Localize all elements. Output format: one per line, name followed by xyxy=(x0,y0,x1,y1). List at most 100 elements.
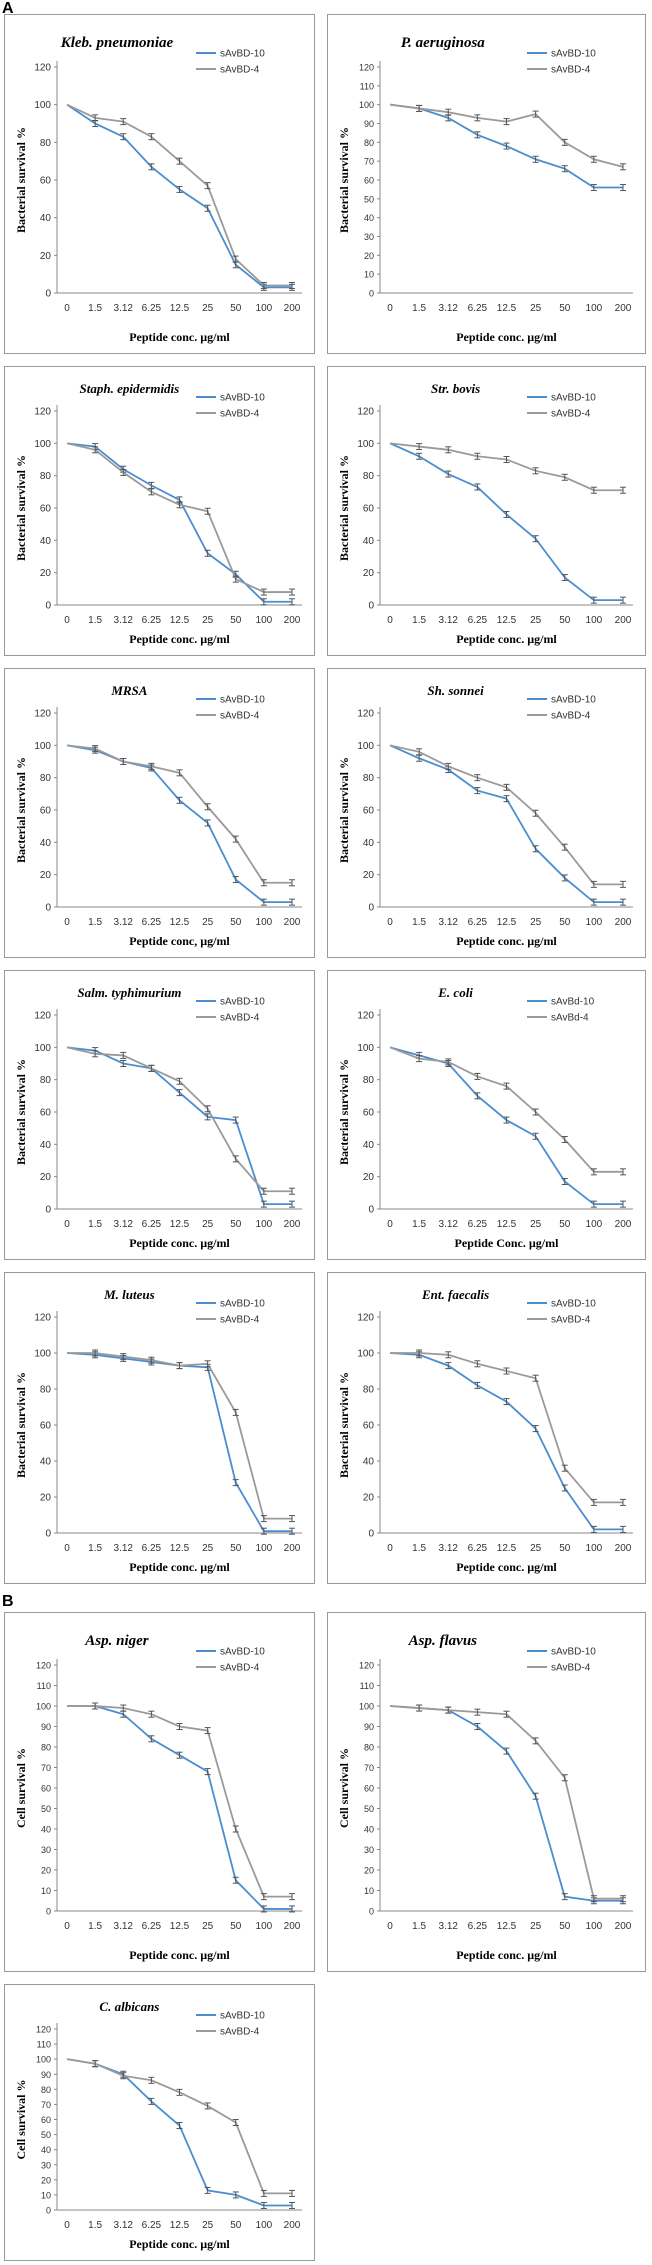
y-tick-label: 60 xyxy=(363,806,375,817)
y-tick-label: 100 xyxy=(34,439,51,450)
y-tick-label: 0 xyxy=(368,903,374,914)
y-tick-label: 60 xyxy=(363,1108,375,1119)
y-tick-label: 20 xyxy=(364,1866,374,1876)
x-tick-label: 6.25 xyxy=(468,1921,488,1932)
legend-label: sAvBD-4 xyxy=(220,1315,260,1326)
y-tick-label: 100 xyxy=(357,1349,374,1360)
series-line xyxy=(66,2058,292,2207)
x-tick-label: 100 xyxy=(586,303,603,314)
y-tick-label: 120 xyxy=(34,1011,51,1022)
chart-panel: Salm. typhimurium 0 20 40 60 80 100 120 0 1.5 3.12… xyxy=(4,970,315,1260)
chart-svg: Salm. typhimurium 0 20 40 60 80 100 120 0 1.5 3.12… xyxy=(14,985,302,1250)
y-tick-label: 120 xyxy=(34,1313,51,1324)
x-tick-label: 1.5 xyxy=(412,1219,426,1230)
x-tick-label: 1.5 xyxy=(412,615,426,626)
series-line xyxy=(66,103,292,287)
legend-label: sAvBd-10 xyxy=(551,997,595,1008)
y-tick-label: 40 xyxy=(363,838,375,849)
y-tick-label: 40 xyxy=(364,1825,374,1835)
x-tick-label: 6.25 xyxy=(142,1921,162,1932)
x-tick-label: 3.12 xyxy=(114,1921,134,1932)
x-tick-label: 0 xyxy=(387,1921,393,1932)
x-tick-label: 100 xyxy=(586,615,603,626)
x-tick-label: 200 xyxy=(284,1921,301,1932)
x-tick-label: 3.12 xyxy=(114,303,134,314)
x-tick-label: 0 xyxy=(387,615,393,626)
x-tick-label: 200 xyxy=(284,1543,301,1554)
x-axis-label: Peptide conc. µg/ml xyxy=(456,934,557,948)
y-tick-label: 80 xyxy=(41,2085,51,2095)
chart-title: E. coli xyxy=(437,985,473,1000)
x-tick-label: 1.5 xyxy=(412,1921,426,1932)
x-tick-label: 50 xyxy=(230,303,242,314)
x-tick-label: 1.5 xyxy=(88,1219,102,1230)
y-tick-label: 100 xyxy=(34,100,51,111)
x-tick-label: 25 xyxy=(202,1921,214,1932)
x-tick-label: 12.5 xyxy=(170,917,190,928)
x-tick-label: 0 xyxy=(387,1543,393,1554)
x-tick-label: 0 xyxy=(64,1543,70,1554)
legend-label: sAvBD-4 xyxy=(220,65,260,76)
y-tick-label: 90 xyxy=(364,1722,374,1732)
y-tick-label: 120 xyxy=(34,63,51,74)
x-tick-label: 200 xyxy=(284,303,301,314)
x-tick-label: 50 xyxy=(559,615,571,626)
chart-panel: Str. bovis 0 20 40 60 80 100 120 0 1.5 3.12 6.25 12.… xyxy=(327,366,646,656)
series-line xyxy=(389,744,623,904)
y-tick-label: 20 xyxy=(363,870,375,881)
x-tick-label: 12.5 xyxy=(497,303,517,314)
y-tick-label: 50 xyxy=(41,1804,51,1814)
x-tick-label: 0 xyxy=(64,615,70,626)
y-tick-label: 120 xyxy=(34,407,51,418)
series-line xyxy=(66,744,292,884)
y-tick-label: 30 xyxy=(364,1845,374,1855)
y-tick-label: 10 xyxy=(364,1886,374,1896)
y-tick-label: 100 xyxy=(36,1702,51,1712)
series-line xyxy=(66,1046,292,1206)
y-tick-label: 120 xyxy=(357,407,374,418)
x-tick-label: 50 xyxy=(230,615,242,626)
y-tick-label: 70 xyxy=(41,2100,51,2110)
y-tick-label: 60 xyxy=(40,176,52,187)
y-tick-label: 110 xyxy=(360,81,374,91)
series-line xyxy=(389,1046,623,1206)
y-axis-label: Bacterial survival % xyxy=(337,757,351,863)
y-tick-label: 60 xyxy=(41,2115,51,2125)
x-tick-label: 1.5 xyxy=(88,303,102,314)
x-tick-label: 50 xyxy=(230,917,242,928)
series-line xyxy=(389,442,623,492)
y-tick-label: 40 xyxy=(363,536,375,547)
y-tick-label: 20 xyxy=(41,1866,51,1876)
x-tick-label: 1.5 xyxy=(412,917,426,928)
section-label-b: B xyxy=(2,1593,14,1610)
y-tick-label: 70 xyxy=(364,1763,374,1773)
chart-panel: Kleb. pneumoniae 0 20 40 60 80 100 120 0 1.5 3.12 6… xyxy=(4,14,315,354)
y-tick-label: 40 xyxy=(363,1457,375,1468)
chart-title: MRSA xyxy=(110,683,147,698)
chart-svg: Kleb. pneumoniae 0 20 40 60 80 100 120 0 1.5 3.12 6… xyxy=(14,35,302,344)
x-tick-label: 100 xyxy=(586,1921,603,1932)
y-tick-label: 0 xyxy=(45,903,51,914)
y-tick-label: 80 xyxy=(363,773,375,784)
x-tick-label: 200 xyxy=(284,2220,301,2231)
x-tick-label: 100 xyxy=(586,917,603,928)
y-tick-label: 80 xyxy=(363,1385,375,1396)
legend-label: sAvBD-4 xyxy=(551,65,591,76)
y-tick-label: 80 xyxy=(364,1743,374,1753)
x-tick-label: 50 xyxy=(230,1219,242,1230)
series-line xyxy=(389,103,624,168)
y-tick-label: 100 xyxy=(34,741,51,752)
y-tick-label: 0 xyxy=(46,2206,51,2216)
y-tick-label: 50 xyxy=(364,1804,374,1814)
series-line xyxy=(389,1705,623,1900)
legend-label: sAvBD-4 xyxy=(551,1663,591,1674)
x-axis-label: Peptide conc. µg/ml xyxy=(129,1948,230,1962)
x-tick-label: 50 xyxy=(230,2220,242,2231)
y-axis-label: Bacterial survival % xyxy=(337,1372,351,1478)
y-tick-label: 30 xyxy=(41,2160,51,2170)
y-tick-label: 60 xyxy=(40,504,52,515)
y-tick-label: 120 xyxy=(359,63,374,73)
chart-title: P. aeruginosa xyxy=(401,35,485,51)
y-axis-label: Bacterial survival % xyxy=(14,127,28,233)
chart-panel: MRSA 0 20 40 60 80 100 120 0 1.5 3.12 6.25 12.5 25 50 1… xyxy=(4,668,315,958)
